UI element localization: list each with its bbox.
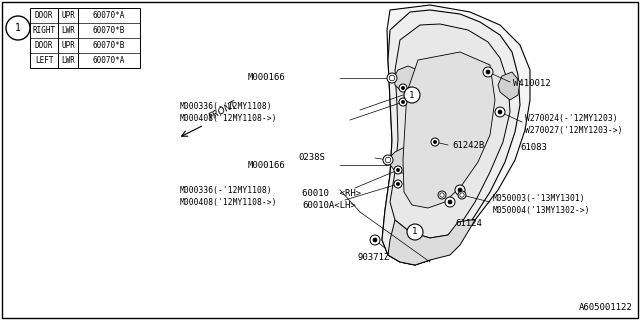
Circle shape bbox=[394, 180, 402, 188]
Circle shape bbox=[483, 67, 493, 77]
Text: UPR: UPR bbox=[61, 11, 75, 20]
Polygon shape bbox=[394, 66, 422, 92]
Circle shape bbox=[486, 70, 490, 74]
Text: 1: 1 bbox=[412, 228, 418, 236]
Text: 60010  <RH>: 60010 <RH> bbox=[302, 188, 361, 197]
Text: 1: 1 bbox=[410, 91, 415, 100]
Text: 1: 1 bbox=[15, 23, 21, 33]
Circle shape bbox=[370, 235, 380, 245]
Text: W410012: W410012 bbox=[513, 78, 550, 87]
Circle shape bbox=[383, 155, 393, 165]
Circle shape bbox=[455, 185, 465, 195]
Circle shape bbox=[458, 191, 466, 199]
Circle shape bbox=[448, 200, 452, 204]
Circle shape bbox=[404, 87, 420, 103]
Circle shape bbox=[401, 100, 404, 104]
Circle shape bbox=[440, 193, 444, 197]
Circle shape bbox=[385, 157, 391, 163]
Polygon shape bbox=[390, 24, 510, 238]
Circle shape bbox=[399, 98, 407, 106]
Circle shape bbox=[394, 166, 402, 174]
Polygon shape bbox=[498, 72, 520, 100]
Text: 60070*B: 60070*B bbox=[93, 41, 125, 50]
Text: DOOR: DOOR bbox=[35, 11, 53, 20]
Text: 90371Z: 90371Z bbox=[358, 253, 390, 262]
Circle shape bbox=[460, 193, 464, 197]
Text: RIGHT: RIGHT bbox=[33, 26, 56, 35]
Text: 61242B: 61242B bbox=[452, 141, 484, 150]
Polygon shape bbox=[388, 220, 475, 265]
Text: M000336(-'12MY1108): M000336(-'12MY1108) bbox=[180, 186, 273, 195]
Circle shape bbox=[431, 138, 439, 146]
Text: 61124: 61124 bbox=[455, 220, 482, 228]
Circle shape bbox=[396, 182, 399, 186]
Circle shape bbox=[6, 16, 30, 40]
Circle shape bbox=[458, 188, 462, 192]
Text: W270024(-'12MY1203): W270024(-'12MY1203) bbox=[525, 114, 618, 123]
Text: LWR: LWR bbox=[61, 56, 75, 65]
Circle shape bbox=[401, 86, 404, 90]
Text: LWR: LWR bbox=[61, 26, 75, 35]
Text: 60070*A: 60070*A bbox=[93, 11, 125, 20]
Text: 0238S: 0238S bbox=[298, 154, 325, 163]
Circle shape bbox=[389, 75, 395, 81]
Text: FRONT: FRONT bbox=[207, 100, 238, 122]
Text: M000408('12MY1108->): M000408('12MY1108->) bbox=[180, 115, 278, 124]
Text: M000408('12MY1108->): M000408('12MY1108->) bbox=[180, 197, 278, 206]
Bar bbox=[30, 8, 140, 68]
Circle shape bbox=[445, 197, 455, 207]
Polygon shape bbox=[382, 5, 530, 265]
Text: M000336(-'12MY1108): M000336(-'12MY1108) bbox=[180, 102, 273, 111]
Text: UPR: UPR bbox=[61, 41, 75, 50]
Text: A605001122: A605001122 bbox=[579, 303, 633, 312]
Text: W270027('12MY1203->): W270027('12MY1203->) bbox=[525, 125, 623, 134]
Text: DOOR: DOOR bbox=[35, 41, 53, 50]
Text: 60010A<LH>: 60010A<LH> bbox=[302, 201, 356, 210]
Circle shape bbox=[498, 110, 502, 114]
Text: LEFT: LEFT bbox=[35, 56, 53, 65]
Text: 60070*B: 60070*B bbox=[93, 26, 125, 35]
Circle shape bbox=[396, 168, 399, 172]
Text: M000166: M000166 bbox=[248, 161, 285, 170]
Circle shape bbox=[438, 191, 446, 199]
Circle shape bbox=[433, 140, 436, 144]
Polygon shape bbox=[382, 10, 520, 265]
Text: 61083: 61083 bbox=[520, 143, 547, 153]
Text: M050003(-'13MY1301): M050003(-'13MY1301) bbox=[493, 194, 586, 203]
Text: M000166: M000166 bbox=[248, 74, 285, 83]
Polygon shape bbox=[389, 147, 420, 174]
Circle shape bbox=[407, 224, 423, 240]
Polygon shape bbox=[403, 52, 495, 208]
Circle shape bbox=[495, 107, 505, 117]
Text: 60070*A: 60070*A bbox=[93, 56, 125, 65]
Circle shape bbox=[373, 238, 377, 242]
Text: M050004('13MY1302->): M050004('13MY1302->) bbox=[493, 205, 591, 214]
Circle shape bbox=[399, 84, 407, 92]
Circle shape bbox=[387, 73, 397, 83]
